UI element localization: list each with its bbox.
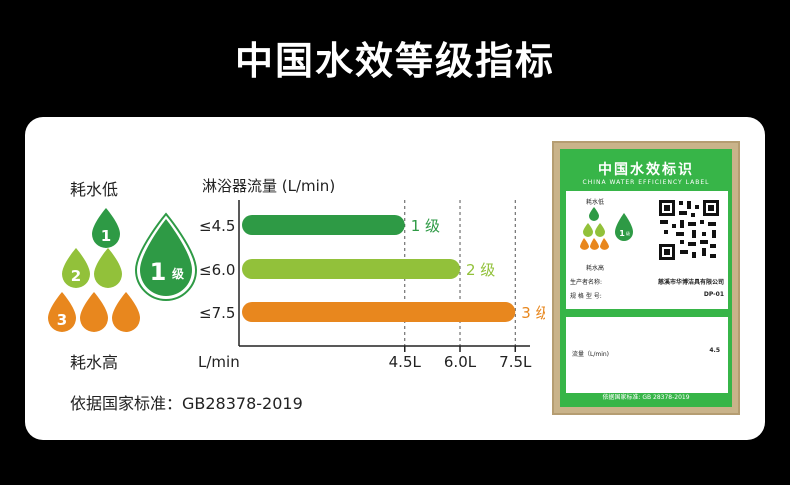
- flow-label: 流量（L/min): [572, 351, 610, 358]
- bar: [242, 259, 461, 279]
- low-use-label: 耗水低: [70, 180, 119, 199]
- bar-grade-label: 2 级: [466, 261, 495, 279]
- label-subtitle: CHINA WATER EFFICIENCY LABEL: [582, 179, 710, 186]
- drop-grade-3: 3: [48, 292, 76, 332]
- y-category-label: ≤4.5: [199, 217, 235, 235]
- big-drop-grade-1: 1 级: [134, 212, 198, 301]
- drop-grade-3: [80, 292, 108, 332]
- drop-label: 2: [71, 267, 81, 285]
- bar: [242, 215, 405, 235]
- label-footer: 依据国家标准: GB 28378-2019: [602, 394, 690, 401]
- flow-chart: 淋浴器流量 (L/min) 4.5L 6.0L 7.5L ≤4.5 1 级 ≤6.0 2 …: [198, 177, 545, 370]
- drop-grade-2: 2: [62, 248, 90, 288]
- model-value: DP-01: [703, 291, 724, 298]
- label-low-use: 耗水低: [586, 199, 605, 206]
- x-tick-label: 6.0L: [444, 353, 477, 370]
- producer-label: 生产者名称:: [570, 279, 603, 286]
- page-title: 中国水效等级指标: [234, 39, 555, 83]
- drop-label: 1: [101, 227, 111, 245]
- label-high-use: 耗水高: [586, 265, 605, 272]
- big-drop-suffix: 级: [172, 266, 184, 281]
- producer-value: 慈溪市华博洁具有限公司: [657, 279, 724, 286]
- bar: [242, 302, 516, 322]
- bar-grade-label: 1 级: [411, 217, 440, 235]
- flow-value: 4.5: [709, 347, 720, 354]
- drop-label: 3: [57, 311, 67, 329]
- y-category-label: ≤6.0: [199, 261, 235, 279]
- label-flow-box: 流量（L/min) 4.5: [566, 317, 728, 393]
- high-use-label: 耗水高: [70, 353, 119, 372]
- label-drops: 1 级: [580, 207, 633, 250]
- qr-code-icon: [658, 199, 720, 261]
- drop-grade-1: 1: [92, 208, 120, 248]
- drop-grade-3: [112, 292, 140, 332]
- bar-grade-label: 3 级: [521, 304, 545, 322]
- drop-grade-2: [94, 248, 122, 288]
- label-grade-suffix: 级: [626, 230, 630, 236]
- big-drop-number: 1: [150, 258, 167, 286]
- standard-text: 依据国家标准：GB28378-2019: [70, 394, 303, 413]
- water-efficiency-label: 中国水效标识 CHINA WATER EFFICIENCY LABEL 耗水低 …: [552, 141, 740, 415]
- x-axis-unit: L/min: [198, 353, 240, 370]
- x-tick-label: 4.5L: [389, 353, 422, 370]
- y-category-label: ≤7.5: [199, 304, 235, 322]
- chart-title: 淋浴器流量 (L/min): [202, 177, 335, 195]
- label-title: 中国水效标识: [598, 162, 694, 178]
- label-grade: 1: [619, 229, 625, 238]
- label-grade-box: 耗水低 耗水高 1 级: [566, 191, 728, 309]
- water-drop-legend: 1 2 3 1 级: [48, 208, 198, 332]
- x-tick-label: 7.5L: [499, 353, 532, 370]
- model-label: 规 格 型 号:: [570, 293, 602, 300]
